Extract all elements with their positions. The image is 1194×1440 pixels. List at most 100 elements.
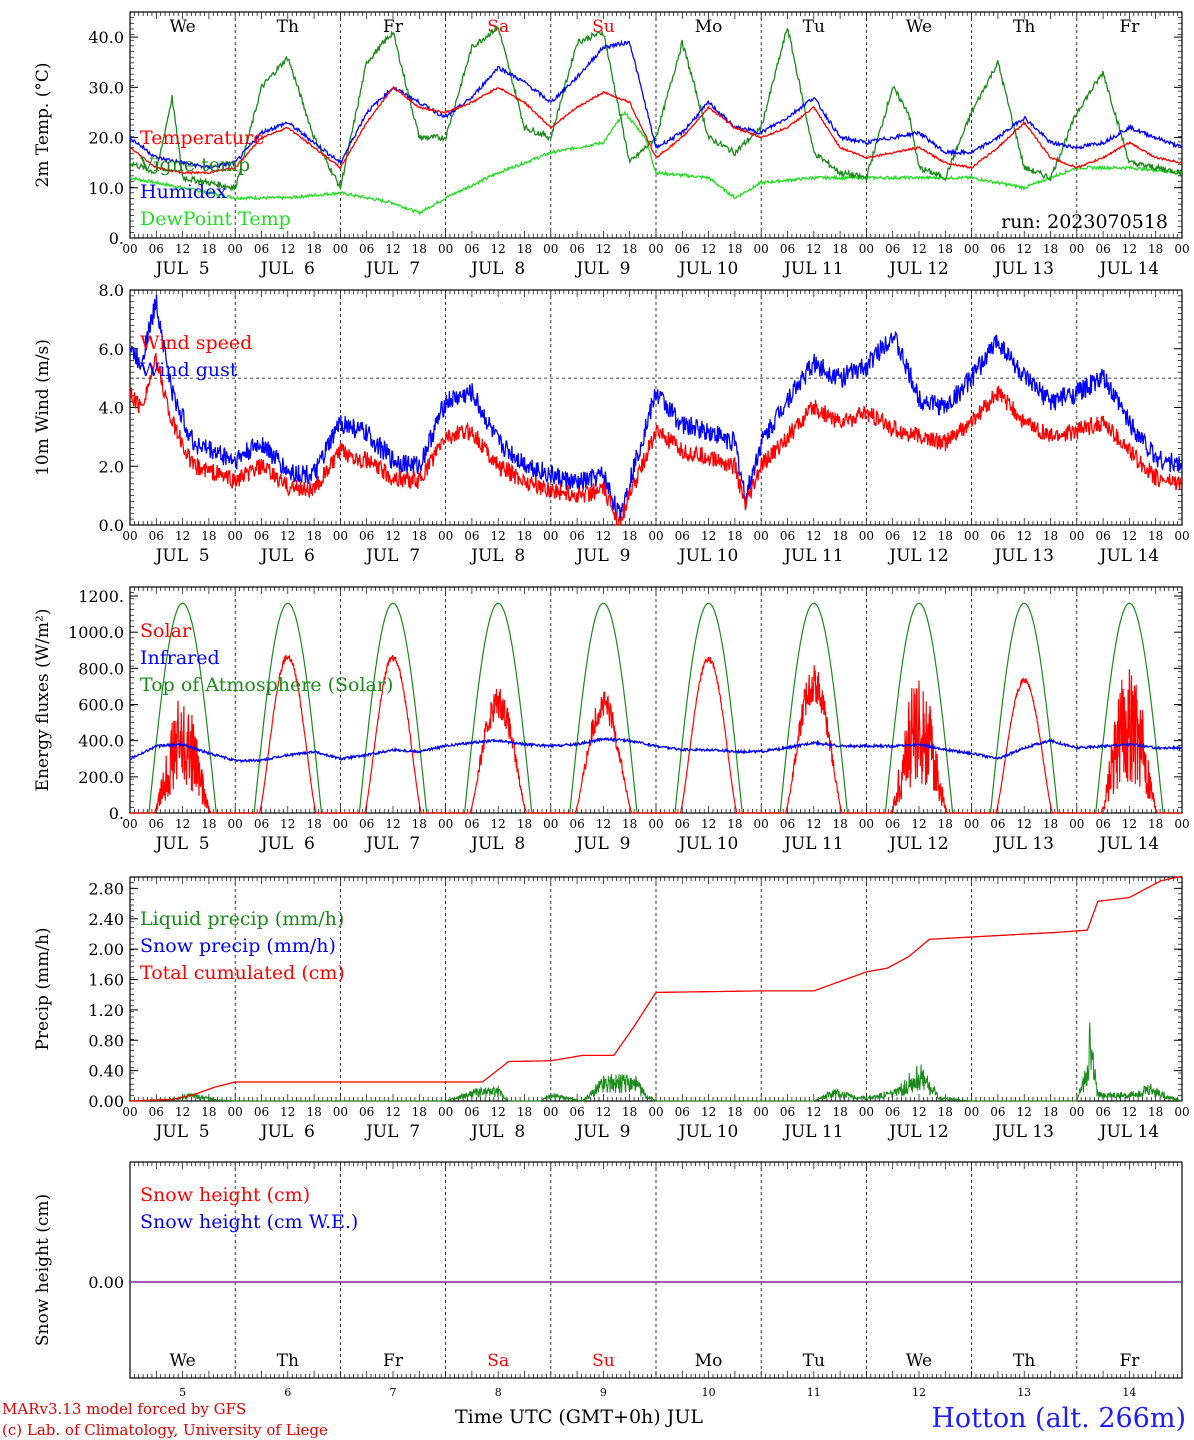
hour-tick-label: 00 xyxy=(1069,1105,1084,1119)
hour-tick-label: 06 xyxy=(464,1105,479,1119)
y-tick-label: 2.80 xyxy=(88,879,124,898)
hour-tick-label: 12 xyxy=(1122,242,1137,256)
hour-tick-label: 12 xyxy=(596,1105,611,1119)
date-label: JUL 12 xyxy=(887,259,948,279)
legend-entry: Snow precip (mm/h) xyxy=(140,935,336,957)
hour-tick-label: 12 xyxy=(175,242,190,256)
date-label: JUL 7 xyxy=(364,1122,420,1142)
y-axis-label: Energy fluxes (W/m²) xyxy=(33,609,53,792)
legend-entry: Total cumulated (cm) xyxy=(140,962,345,984)
date-label: JUL 5 xyxy=(154,259,210,279)
y-tick-label: 20.0 xyxy=(88,129,124,148)
y-axis-label: Snow height (cm) xyxy=(33,1194,53,1346)
hour-tick-label: 18 xyxy=(306,242,321,256)
hour-tick-label: 00 xyxy=(438,529,453,543)
weekday-label: We xyxy=(170,17,196,37)
day-number-label: 10 xyxy=(702,1386,716,1399)
date-label: JUL 5 xyxy=(154,834,210,854)
date-label: JUL 7 xyxy=(364,259,420,279)
hour-tick-label: 06 xyxy=(359,529,374,543)
y-tick-label: 1000.0 xyxy=(68,623,124,642)
date-label: JUL 5 xyxy=(154,546,210,566)
day-number-label: 12 xyxy=(912,1386,926,1399)
series-line xyxy=(129,25,1183,192)
hour-tick-label: 12 xyxy=(175,1105,190,1119)
y-tick-label: 0.00 xyxy=(88,1273,124,1292)
hour-tick-label: 06 xyxy=(149,242,164,256)
hour-tick-label: 12 xyxy=(701,817,716,831)
hour-tick-label: 12 xyxy=(175,817,190,831)
hour-tick-label: 12 xyxy=(1017,242,1032,256)
hour-tick-label: 00 xyxy=(1174,529,1189,543)
y-tick-label: 2.0 xyxy=(99,457,124,476)
hour-tick-label: 12 xyxy=(596,817,611,831)
hour-tick-label: 00 xyxy=(1174,1105,1189,1119)
hour-tick-label: 06 xyxy=(1095,1105,1110,1119)
hour-tick-label: 06 xyxy=(675,1105,690,1119)
y-tick-label: 200.0 xyxy=(78,768,124,787)
y-tick-label: 800.0 xyxy=(78,659,124,678)
legend-entry: Temperature xyxy=(140,127,264,149)
hour-tick-label: 06 xyxy=(464,529,479,543)
series-line xyxy=(129,294,1183,523)
hour-tick-label: 18 xyxy=(727,817,742,831)
hour-tick-label: 00 xyxy=(648,817,663,831)
y-tick-label: 600.0 xyxy=(78,696,124,715)
hour-tick-label: 00 xyxy=(122,242,137,256)
hour-tick-label: 12 xyxy=(280,1105,295,1119)
hour-tick-label: 18 xyxy=(517,1105,532,1119)
hour-tick-label: 18 xyxy=(622,1105,637,1119)
hour-tick-label: 06 xyxy=(149,529,164,543)
legend-entry: Wind speed xyxy=(140,332,252,354)
date-label: JUL 11 xyxy=(782,834,843,854)
hour-tick-label: 00 xyxy=(333,529,348,543)
hour-tick-label: 00 xyxy=(964,242,979,256)
date-label: JUL 13 xyxy=(992,546,1053,566)
date-label: JUL 6 xyxy=(259,259,315,279)
hour-tick-label: 06 xyxy=(1095,529,1110,543)
hour-tick-label: 06 xyxy=(780,529,795,543)
hour-tick-label: 12 xyxy=(175,529,190,543)
y-tick-label: 30.0 xyxy=(88,78,124,97)
hour-tick-label: 06 xyxy=(569,817,584,831)
hour-tick-label: 12 xyxy=(491,817,506,831)
hour-tick-label: 18 xyxy=(938,817,953,831)
hour-tick-label: 00 xyxy=(228,1105,243,1119)
hour-tick-label: 00 xyxy=(543,1105,558,1119)
weekday-label: Fr xyxy=(1119,1351,1140,1371)
y-tick-label: 40.0 xyxy=(88,28,124,47)
hour-tick-label: 06 xyxy=(359,242,374,256)
hour-tick-label: 18 xyxy=(622,529,637,543)
hour-tick-label: 00 xyxy=(1174,242,1189,256)
date-label: JUL 9 xyxy=(574,834,630,854)
weekday-label: Mo xyxy=(695,1351,723,1371)
hour-tick-label: 18 xyxy=(1043,242,1058,256)
y-tick-label: 10.0 xyxy=(88,179,124,198)
hour-tick-label: 06 xyxy=(990,817,1005,831)
hour-tick-label: 18 xyxy=(201,529,216,543)
hour-tick-label: 12 xyxy=(491,1105,506,1119)
hour-tick-label: 18 xyxy=(412,817,427,831)
hour-tick-label: 06 xyxy=(464,242,479,256)
weekday-label: Fr xyxy=(383,17,404,37)
hour-tick-label: 12 xyxy=(385,1105,400,1119)
day-number-label: 13 xyxy=(1017,1386,1031,1399)
weekday-label: We xyxy=(906,17,932,37)
hour-tick-label: 06 xyxy=(780,1105,795,1119)
hour-tick-label: 06 xyxy=(569,529,584,543)
series-line xyxy=(129,39,1183,171)
hour-tick-label: 00 xyxy=(754,242,769,256)
y-tick-label: 400.0 xyxy=(78,732,124,751)
hour-tick-label: 18 xyxy=(1043,1105,1058,1119)
hour-tick-label: 06 xyxy=(885,1105,900,1119)
legend-entry: Wind gust xyxy=(140,359,238,381)
date-label: JUL 6 xyxy=(259,834,315,854)
hour-tick-label: 06 xyxy=(990,529,1005,543)
y-tick-label: 1.60 xyxy=(88,971,124,990)
hour-tick-label: 06 xyxy=(254,242,269,256)
hour-tick-label: 00 xyxy=(859,817,874,831)
day-number-label: 6 xyxy=(284,1386,291,1399)
y-tick-label: 2.00 xyxy=(88,940,124,959)
cumulated-line xyxy=(130,875,1183,1102)
hour-tick-label: 12 xyxy=(1017,817,1032,831)
